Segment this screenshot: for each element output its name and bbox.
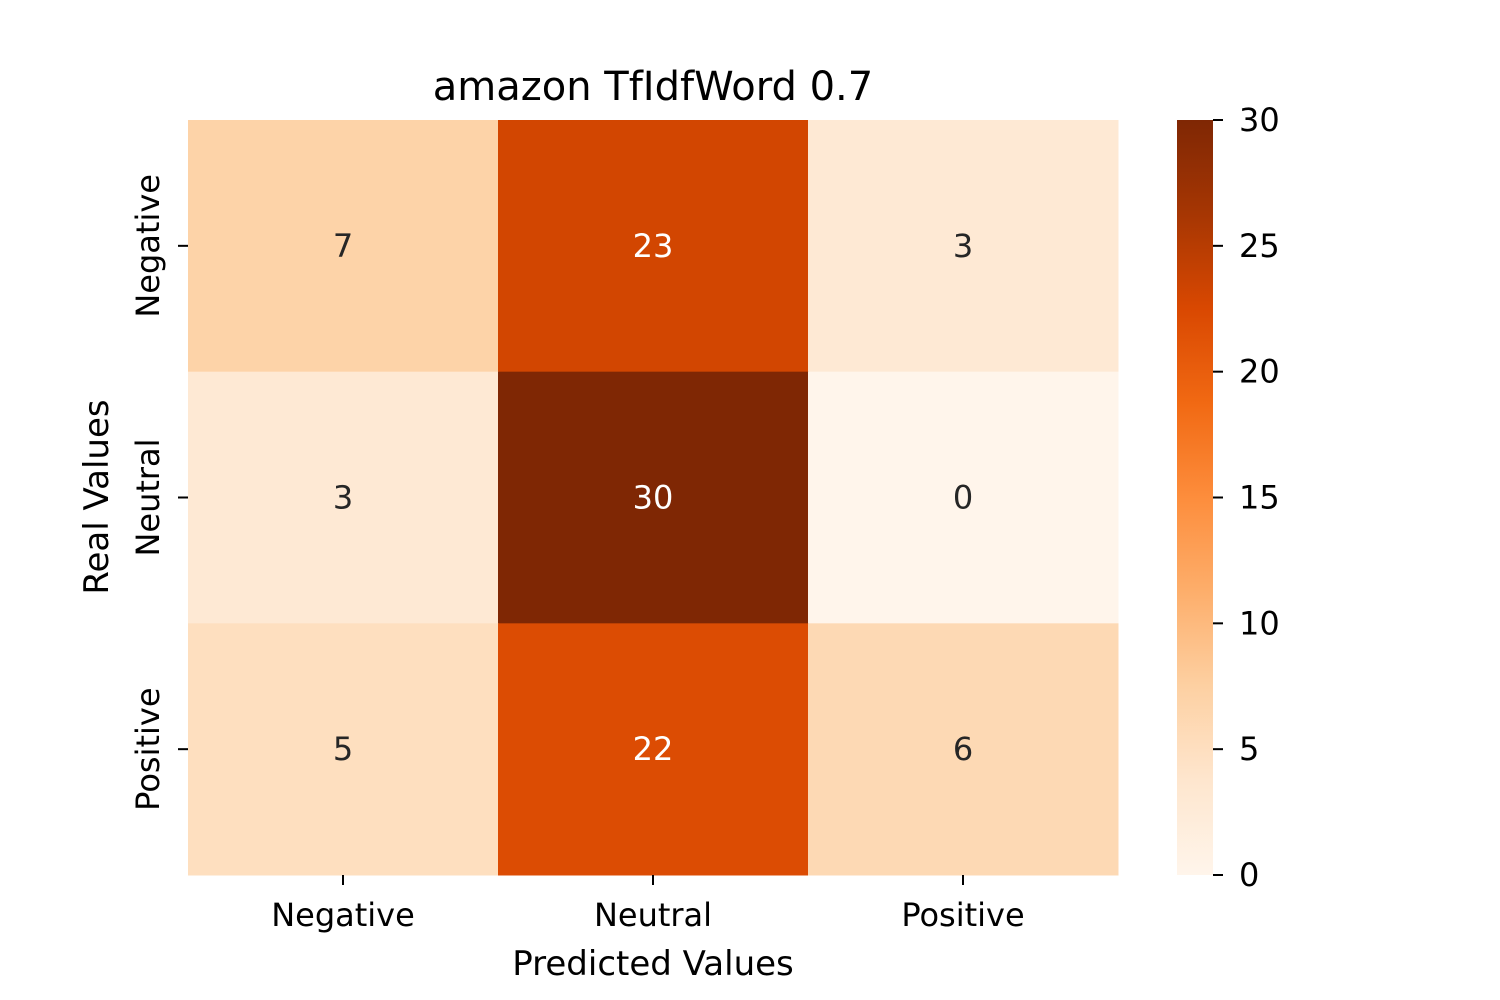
cell-value-label: 5 (333, 730, 353, 768)
x-axis-label: Predicted Values (512, 944, 794, 984)
x-axis: Negative Neutral Positive (271, 875, 1025, 934)
colorbar-tick-label: 25 (1239, 227, 1280, 265)
y-tick-label: Neutral (129, 438, 167, 556)
heatmap-cells: 7 23 3 3 30 0 5 22 6 (188, 120, 1119, 876)
colorbar-tick-label: 10 (1239, 604, 1280, 642)
heatmap-cell (498, 120, 809, 373)
heatmap-cell (498, 371, 809, 624)
colorbar-tick-label: 5 (1239, 730, 1259, 768)
heatmap-cell (808, 623, 1119, 876)
cell-value-label: 3 (953, 227, 973, 265)
cell-value-label: 23 (633, 227, 674, 265)
x-tick-label: Negative (271, 896, 415, 934)
colorbar-tick-label: 0 (1239, 856, 1259, 894)
y-axis: Negative Neutral Positive (129, 174, 188, 811)
y-axis-label: Real Values (77, 399, 117, 594)
cell-value-label: 22 (633, 730, 674, 768)
colorbar-gradient (1177, 120, 1213, 875)
x-tick-label: Neutral (594, 896, 712, 934)
colorbar-tick-label: 30 (1239, 101, 1280, 139)
cell-value-label: 0 (953, 479, 973, 517)
colorbar-tick-label: 15 (1239, 479, 1280, 517)
cell-value-label: 3 (333, 479, 353, 517)
heatmap-cell (188, 623, 499, 876)
heatmap-cell (188, 120, 499, 373)
heatmap-cell (498, 623, 809, 876)
colorbar: 0 5 10 15 20 25 30 (1177, 101, 1280, 894)
x-tick-label: Positive (901, 896, 1024, 934)
colorbar-tick-label: 20 (1239, 353, 1280, 391)
heatmap-cell (808, 371, 1119, 624)
cell-value-label: 30 (633, 479, 674, 517)
y-tick-label: Negative (129, 174, 167, 318)
chart-title: amazon TfIdfWord 0.7 (433, 64, 873, 110)
y-tick-label: Positive (129, 687, 167, 810)
cell-value-label: 6 (953, 730, 973, 768)
heatmap-cell (188, 371, 499, 624)
cell-value-label: 7 (333, 227, 353, 265)
heatmap-cell (808, 120, 1119, 373)
